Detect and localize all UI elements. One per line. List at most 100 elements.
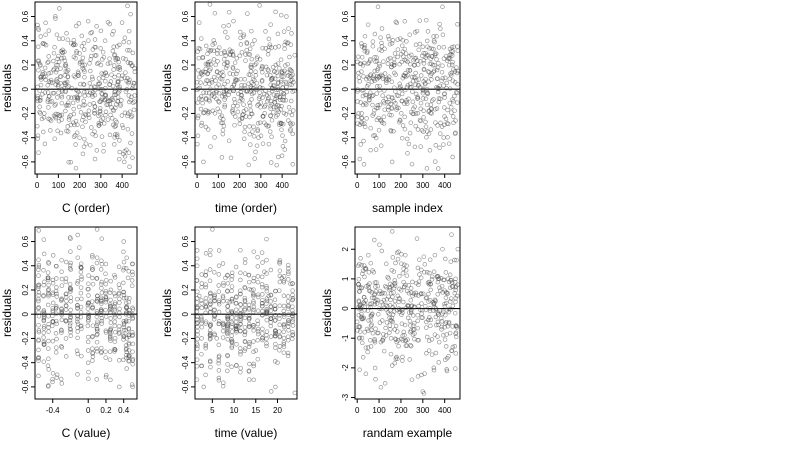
data-point	[94, 255, 100, 260]
data-point	[54, 62, 59, 68]
data-point	[453, 90, 459, 95]
data-point	[99, 281, 104, 287]
data-point	[399, 43, 405, 48]
data-point	[59, 330, 64, 335]
data-point	[36, 328, 42, 333]
data-point	[229, 333, 234, 338]
residual-points	[354, 229, 461, 396]
data-point	[287, 54, 292, 60]
x-axis-title: C (value)	[62, 426, 111, 440]
data-point	[207, 301, 213, 307]
data-point	[46, 54, 51, 59]
data-point	[81, 144, 87, 150]
data-point	[449, 110, 454, 115]
data-point	[117, 310, 122, 316]
data-point	[208, 364, 213, 370]
data-point	[45, 270, 51, 275]
data-point	[68, 299, 74, 304]
x-axis-title: C (order)	[62, 201, 110, 215]
data-point	[394, 20, 400, 26]
data-point	[85, 18, 91, 24]
data-point	[68, 315, 73, 321]
data-point	[281, 303, 287, 309]
data-point	[99, 279, 104, 285]
data-point	[201, 384, 206, 390]
data-point	[264, 288, 270, 294]
data-point	[398, 51, 404, 57]
data-point	[419, 267, 424, 273]
data-point	[284, 84, 289, 89]
data-point	[74, 49, 79, 54]
data-point	[36, 290, 42, 295]
data-point	[281, 314, 287, 320]
data-point	[368, 125, 373, 131]
data-point	[103, 112, 108, 118]
data-point	[368, 260, 374, 266]
data-point	[203, 343, 208, 349]
data-point	[220, 127, 226, 133]
data-point	[400, 123, 406, 128]
data-point	[99, 134, 105, 139]
data-point	[112, 124, 117, 129]
data-point	[68, 40, 74, 46]
data-point	[46, 293, 51, 299]
data-point	[225, 288, 230, 294]
data-point	[52, 66, 57, 72]
data-point	[424, 90, 430, 95]
data-point	[86, 115, 92, 121]
data-point	[408, 109, 414, 115]
data-point	[41, 339, 47, 345]
data-point	[427, 61, 433, 67]
data-point	[356, 336, 362, 341]
data-point	[121, 327, 127, 333]
data-point	[455, 100, 460, 105]
data-point	[277, 316, 282, 321]
data-point	[438, 26, 443, 31]
data-point	[292, 52, 297, 58]
data-point	[262, 104, 267, 110]
data-point	[216, 358, 221, 363]
data-point	[360, 355, 366, 360]
data-point	[46, 275, 51, 281]
data-point	[363, 267, 368, 272]
data-point	[36, 298, 41, 304]
data-point	[440, 32, 446, 38]
data-point	[272, 333, 278, 339]
data-point	[391, 269, 397, 274]
data-point	[427, 306, 433, 311]
data-point	[286, 26, 291, 31]
data-point	[122, 35, 128, 41]
data-point	[130, 361, 135, 367]
x-tick-label: 0	[355, 181, 360, 190]
data-point	[279, 73, 285, 79]
data-point	[410, 313, 416, 318]
data-point	[433, 350, 439, 356]
data-point	[395, 54, 400, 60]
data-point	[90, 281, 96, 287]
data-point	[429, 274, 435, 279]
data-point	[429, 337, 435, 342]
data-point	[90, 351, 95, 356]
data-point	[447, 330, 453, 336]
data-point	[243, 52, 248, 57]
data-point	[45, 277, 51, 283]
data-point	[268, 334, 274, 339]
data-point	[251, 361, 256, 367]
data-point	[238, 96, 244, 101]
data-point	[129, 63, 135, 68]
data-point	[413, 70, 418, 76]
data-point	[108, 278, 113, 284]
data-point	[94, 276, 100, 281]
data-point	[233, 315, 239, 321]
data-point	[199, 72, 205, 77]
data-point	[232, 97, 237, 102]
data-point	[54, 345, 59, 350]
data-point	[120, 56, 126, 61]
data-point	[265, 52, 271, 57]
data-point	[36, 284, 41, 289]
data-point	[255, 128, 260, 134]
data-point	[259, 250, 265, 255]
data-point	[55, 95, 60, 100]
data-point	[208, 299, 213, 304]
data-point	[53, 82, 58, 87]
